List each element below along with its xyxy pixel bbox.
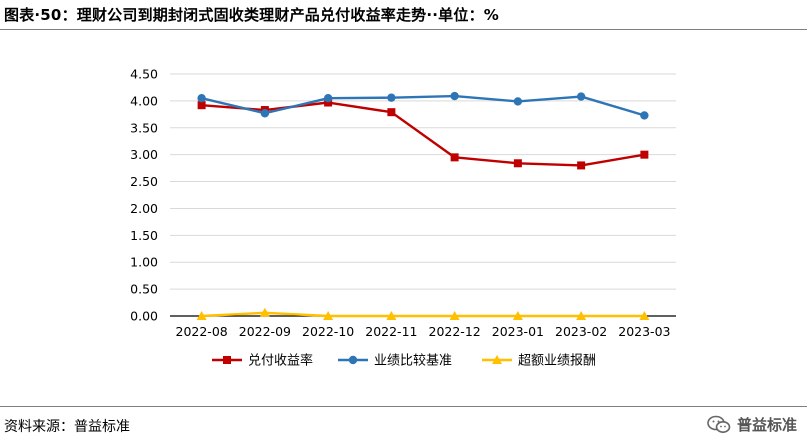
watermark: 普益标准 <box>707 414 797 435</box>
legend-marker-2 <box>492 355 502 364</box>
x-tick-label-2: 2022-10 <box>302 324 354 339</box>
series-1-point-2 <box>323 94 333 103</box>
series-line-0 <box>201 101 645 167</box>
series-2-point-4 <box>449 311 460 320</box>
x-tick-label-5: 2023-01 <box>492 324 544 339</box>
wechat-icon <box>707 415 731 433</box>
series-line-2 <box>201 311 645 318</box>
figure-title-bar: 图表·50：理财公司到期封闭式固收类理财产品兑付收益率走势··单位：% <box>0 0 807 30</box>
line-chart: 0.00 0.50 1.00 1.50 2.00 2.50 3.00 3.50 4.00 4.50… <box>130 67 676 369</box>
series-2-point-6 <box>576 311 587 320</box>
series-2-point-3 <box>386 311 397 320</box>
x-tick-label-1: 2022-09 <box>239 324 291 339</box>
y-tick-label-8: 4.00 <box>130 93 158 108</box>
legend-label-2: 超额业绩报酬 <box>518 354 596 369</box>
series-1-point-5 <box>513 97 523 106</box>
legend-marker-0 <box>223 356 231 364</box>
series-1-point-0 <box>197 94 206 103</box>
figure-title: 图表·50：理财公司到期封闭式固收类理财产品兑付收益率走势··单位：% <box>4 6 500 24</box>
y-tick-label-7: 3.50 <box>130 120 158 135</box>
y-tick-label-4: 2.00 <box>130 201 158 216</box>
y-tick-label-1: 0.50 <box>130 282 158 297</box>
series-2-point-0 <box>196 311 207 320</box>
series-0-point-4 <box>450 153 459 162</box>
series-1-point-4 <box>450 91 459 101</box>
legend-label-0: 兑付收益率 <box>248 353 313 369</box>
series-1-point-7 <box>640 111 649 120</box>
series-0-point-3 <box>387 108 396 117</box>
watermark-text: 普益标准 <box>736 416 797 434</box>
y-tick-label-6: 3.00 <box>130 147 158 162</box>
series-2-point-7 <box>639 311 650 320</box>
series-0-point-5 <box>513 159 522 168</box>
series-line-1 <box>201 94 645 117</box>
y-tick-label-3: 1.50 <box>130 228 158 243</box>
series-0-point-7 <box>640 150 649 159</box>
series-0-point-2 <box>324 98 333 107</box>
y-tick-label-0: 0.00 <box>130 309 158 324</box>
series-1-point-1 <box>260 109 270 118</box>
series-2-point-2 <box>323 311 334 320</box>
series-2-point-5 <box>512 311 523 320</box>
legend-label-1: 业绩比较基准 <box>374 354 452 369</box>
series-0-point-6 <box>577 161 586 170</box>
x-tick-label-7: 2023-03 <box>618 324 670 339</box>
series-2-point-1 <box>259 307 270 317</box>
x-tick-label-4: 2022-12 <box>429 324 481 339</box>
series-0-point-0 <box>197 101 206 110</box>
y-tick-label-9: 4.50 <box>130 67 158 82</box>
y-tick-label-5: 2.50 <box>130 174 158 189</box>
x-tick-label-0: 2022-08 <box>176 324 228 339</box>
source-note: 资料来源：普益标准 <box>4 419 130 435</box>
legend-marker-1 <box>348 355 358 365</box>
series-1-point-3 <box>387 93 396 102</box>
x-tick-label-3: 2022-11 <box>365 324 417 339</box>
y-tick-label-2: 1.00 <box>130 255 158 270</box>
source-bar: 资料来源：普益标准 普益标准 <box>0 406 807 443</box>
x-tick-label-6: 2023-02 <box>555 324 607 339</box>
series-1-point-6 <box>576 92 586 101</box>
